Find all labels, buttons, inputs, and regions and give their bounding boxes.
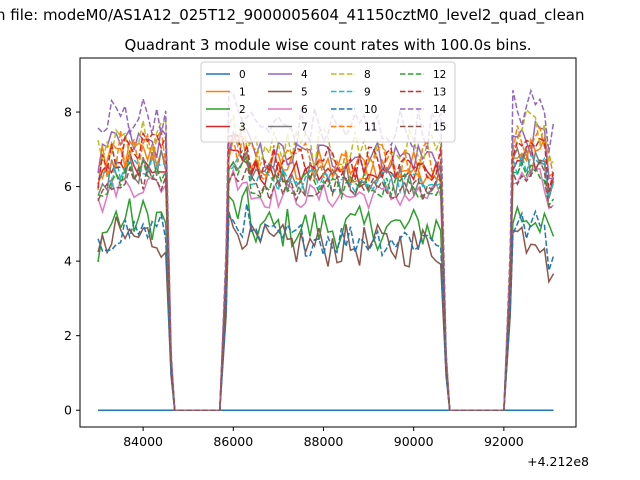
chart-suptitle: n file: modeM0/AS1A12_025T12_9000005604_…	[0, 6, 585, 25]
y-tick-label: 2	[64, 328, 72, 343]
legend-label-5: 5	[301, 87, 308, 99]
x-tick-label: 88000	[304, 434, 344, 449]
y-tick-label: 4	[64, 254, 72, 269]
legend-label-2: 2	[239, 104, 246, 116]
x-tick-label: 86000	[213, 434, 253, 449]
legend-label-15: 15	[433, 122, 446, 134]
legend-label-13: 13	[433, 87, 446, 99]
legend-label-8: 8	[364, 69, 371, 81]
series-line-12	[97, 155, 555, 411]
legend-label-9: 9	[364, 87, 371, 99]
legend-label-14: 14	[433, 104, 447, 116]
y-tick-label: 8	[64, 105, 72, 120]
plot-frame	[79, 57, 577, 428]
series-line-10	[97, 203, 555, 411]
chart-title: Quadrant 3 module wise count rates with …	[124, 36, 531, 54]
series-layer	[97, 88, 555, 411]
x-tick-label: 92000	[484, 434, 524, 449]
legend-label-10: 10	[364, 104, 377, 116]
x-tick-label: 90000	[394, 434, 434, 449]
legend-label-12: 12	[433, 69, 446, 81]
legend-label-3: 3	[239, 122, 246, 134]
series-line-13	[97, 131, 555, 411]
series-line-15	[97, 159, 554, 411]
x-offset-label: +4.212e8	[527, 454, 589, 469]
x-axis: 84000 86000 88000 90000 92000	[123, 427, 524, 449]
series-line-14	[97, 88, 555, 411]
x-tick-label: 84000	[123, 434, 163, 449]
y-tick-label: 6	[64, 179, 72, 194]
legend-label-11: 11	[364, 122, 377, 134]
legend-label-1: 1	[239, 87, 246, 99]
y-tick-label: 0	[64, 403, 72, 418]
legend-label-0: 0	[239, 69, 246, 81]
legend-label-6: 6	[301, 104, 308, 116]
legend-frame	[200, 61, 456, 143]
legend-label-7: 7	[301, 122, 308, 134]
legend-label-4: 4	[301, 69, 308, 81]
y-axis: 0 2 4 6 8	[64, 105, 80, 418]
